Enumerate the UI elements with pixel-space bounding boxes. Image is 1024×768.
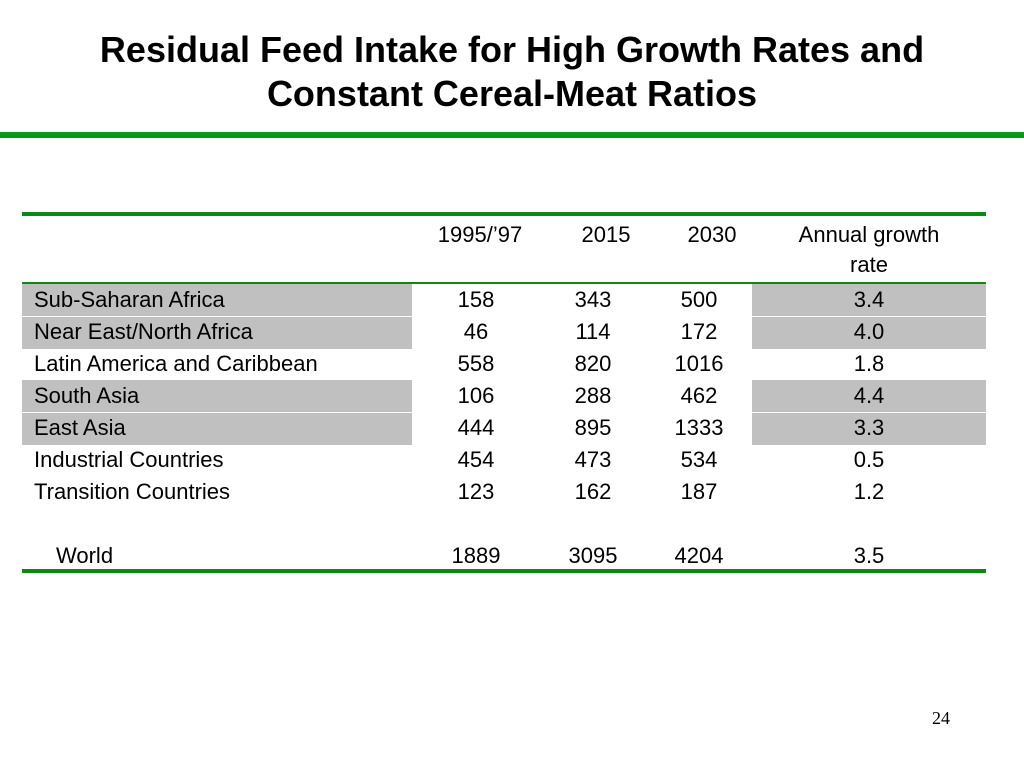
region-name: Sub-Saharan Africa xyxy=(34,287,225,312)
table-row: Transition Countries 123 162 187 1.2 xyxy=(22,476,986,508)
region-name: South Asia xyxy=(34,383,140,408)
region-name: Near East/North Africa xyxy=(34,319,253,344)
table-row: Near East/North Africa 46 114 172 4.0 xyxy=(22,316,986,349)
value-1995-97: 46 xyxy=(463,319,489,344)
page-number: 24 xyxy=(932,708,950,728)
value-growth: 3.5 xyxy=(853,543,885,568)
region-name: Latin America and Caribbean xyxy=(34,351,318,376)
value-2030: 172 xyxy=(680,319,718,344)
value-growth: 1.8 xyxy=(853,351,885,376)
value-2030: 500 xyxy=(680,287,718,312)
slide-title-line-2: Constant Cereal-Meat Ratios xyxy=(266,73,758,114)
value-2015: 162 xyxy=(574,479,612,504)
value-2015: 820 xyxy=(574,351,612,376)
value-growth: 3.4 xyxy=(853,287,885,312)
row-shade xyxy=(752,412,986,445)
row-shade xyxy=(752,380,986,412)
row-shade xyxy=(22,316,412,349)
slide-title: Residual Feed Intake for High Growth Rat… xyxy=(0,28,1024,116)
column-header-2015: 2015 xyxy=(581,222,631,247)
column-header-annual-growth-rate: Annual growth rate xyxy=(764,220,974,280)
value-2030: 187 xyxy=(680,479,718,504)
value-growth: 3.3 xyxy=(853,415,885,440)
region-name: World xyxy=(56,543,114,568)
header-divider xyxy=(22,282,986,284)
value-1995-97: 454 xyxy=(457,447,495,472)
value-growth: 4.4 xyxy=(853,383,885,408)
row-shade xyxy=(752,316,986,349)
column-header-1995-97: 1995/’97 xyxy=(437,222,523,247)
value-2030: 1333 xyxy=(674,415,724,440)
table-row: East Asia 444 895 1333 3.3 xyxy=(22,412,986,445)
title-divider xyxy=(0,132,1024,138)
value-2015: 114 xyxy=(575,319,611,344)
row-shade xyxy=(752,284,986,316)
value-1995-97: 444 xyxy=(457,415,495,440)
table-row: Industrial Countries 454 473 534 0.5 xyxy=(22,444,986,476)
value-2015: 343 xyxy=(574,287,612,312)
value-2030: 462 xyxy=(680,383,718,408)
value-2030: 4204 xyxy=(674,543,724,568)
table-row: South Asia 106 288 462 4.4 xyxy=(22,380,986,412)
value-growth: 4.0 xyxy=(853,319,885,344)
table-row: Sub-Saharan Africa 158 343 500 3.4 xyxy=(22,284,986,316)
table-row: Latin America and Caribbean 558 820 1016… xyxy=(22,348,986,380)
region-name: East Asia xyxy=(34,415,126,440)
value-1995-97: 123 xyxy=(457,479,495,504)
column-header-2030: 2030 xyxy=(687,222,737,247)
value-2015: 3095 xyxy=(568,543,618,568)
region-name: Transition Countries xyxy=(34,479,231,504)
value-2030: 534 xyxy=(680,447,718,472)
row-shade xyxy=(22,284,412,316)
column-header-growth-line-1: Annual growth xyxy=(798,222,940,247)
value-1995-97: 1889 xyxy=(451,543,501,568)
value-2015: 288 xyxy=(574,383,612,408)
table-row-world-total: World 1889 3095 4204 3.5 xyxy=(22,540,986,572)
region-name: Industrial Countries xyxy=(34,447,224,472)
value-2015: 473 xyxy=(574,447,612,472)
column-header-growth-line-2: rate xyxy=(850,252,888,277)
value-2030: 1016 xyxy=(674,351,724,376)
slide-title-line-1: Residual Feed Intake for High Growth Rat… xyxy=(99,29,925,70)
value-growth: 0.5 xyxy=(853,447,885,472)
value-2015: 895 xyxy=(574,415,612,440)
value-growth: 1.2 xyxy=(853,479,885,504)
value-1995-97: 558 xyxy=(457,351,495,376)
feed-intake-table: 1995/’97 2015 2030 Annual growth rate Su… xyxy=(22,212,986,573)
value-1995-97: 106 xyxy=(457,383,495,408)
value-1995-97: 158 xyxy=(457,287,495,312)
row-shade xyxy=(22,412,412,445)
row-shade xyxy=(22,380,412,412)
